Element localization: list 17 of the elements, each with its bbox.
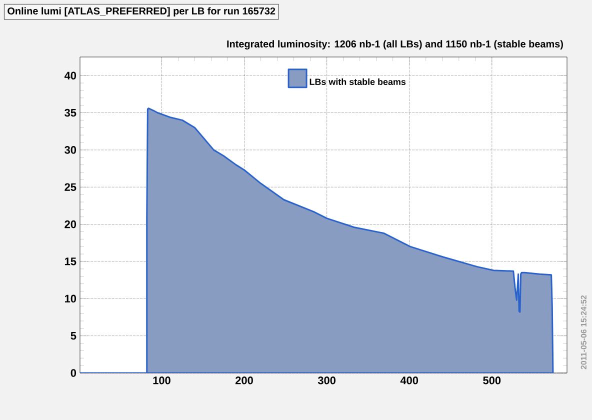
x-tick-label: 100 — [153, 376, 170, 384]
y-tick-label: 20 — [64, 220, 76, 228]
y-tick-label: 35 — [64, 108, 76, 117]
x-tick-label: 200 — [236, 376, 253, 384]
x-tick-label: 400 — [400, 376, 418, 384]
y-tick-label: 15 — [64, 258, 76, 266]
y-tick-label: 30 — [64, 146, 76, 154]
y-tick-label: 40 — [64, 72, 76, 80]
x-tick-label: 500 — [483, 376, 501, 384]
y-tick-label: 0 — [70, 369, 76, 377]
y-tick-label: 5 — [70, 332, 76, 340]
y-tick-label: 25 — [64, 183, 76, 191]
y-tick-label: 10 — [64, 294, 76, 303]
x-tick-label: 300 — [318, 376, 336, 384]
chart-subtitle: Integrated luminosity: 1206 nb-1 (all LBs) and 1150 nb-1 (stable beams) — [227, 40, 563, 50]
chart-title: Online lumi [ATLAS_PREFERRED] per LB for run 165732 — [8, 7, 276, 16]
legend-label: LBs with stable beams — [310, 78, 406, 86]
